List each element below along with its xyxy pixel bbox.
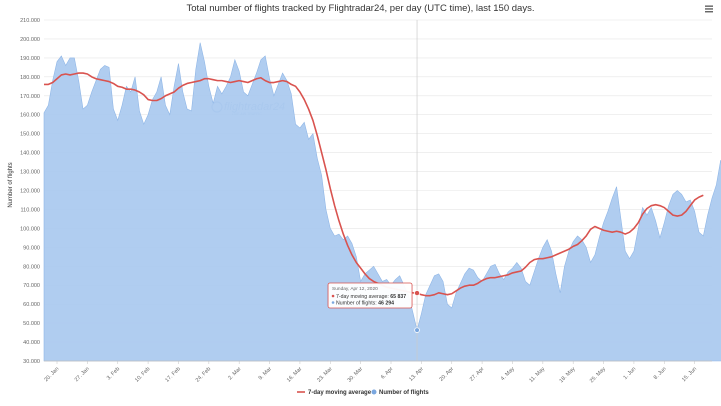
y-tick-label: 130.000 (20, 170, 40, 176)
tooltip: Sunday, Apr 12, 2020 7-day moving average… (327, 282, 413, 309)
legend-dot-swatch (371, 389, 377, 395)
legend: 7-day moving average Number of flights (297, 389, 430, 397)
x-tick-label: 6. Apr (380, 366, 395, 381)
x-tick-label: 25. May (589, 366, 607, 384)
chart-title: Total number of flights tracked by Fligh… (186, 3, 535, 14)
y-tick-label: 70.000 (23, 283, 40, 289)
y-tick-label: 100.000 (20, 226, 40, 232)
legend-item-moving-average[interactable]: 7-day moving average (297, 390, 372, 396)
x-axis-ticks: 20. Jan 27. Jan 3. Feb 10. Feb 17. Feb 24. Fe… (43, 361, 698, 384)
y-tick-label: 30.000 (23, 359, 40, 365)
y-tick-label: 60.000 (23, 302, 40, 308)
y-tick-label: 120.000 (20, 189, 40, 195)
y-tick-label: 40.000 (23, 340, 40, 346)
x-tick-label: 20. Apr (439, 366, 456, 383)
tooltip-average: 7-day moving average: 65 837 (336, 294, 406, 300)
y-axis-title: Number of flights (8, 162, 14, 207)
y-tick-label: 140.000 (20, 151, 40, 157)
x-tick-label: 4. May (500, 366, 516, 382)
tooltip-box (327, 282, 413, 309)
x-tick-label: 10. Feb (134, 366, 151, 383)
hamburger-menu-icon[interactable] (704, 4, 714, 14)
x-tick-label: 17. Feb (164, 366, 181, 383)
x-tick-label: 20. Jan (43, 366, 60, 383)
y-tick-label: 110.000 (21, 207, 40, 213)
x-tick-label: 3. Feb (106, 366, 121, 381)
y-tick-label: 200.000 (20, 37, 40, 43)
x-tick-label: 8. Jun (653, 366, 668, 381)
x-tick-label: 23. Mar (316, 366, 334, 384)
legend-label-moving-average: 7-day moving average (308, 390, 372, 396)
flights-area-series[interactable] (43, 42, 721, 362)
hover-point-average[interactable] (414, 290, 421, 297)
tooltip-flights-marker (331, 301, 335, 304)
x-tick-label: 13. Apr (408, 366, 425, 383)
legend-label-flights: Number of flights (379, 390, 429, 396)
x-tick-label: 1. Jun (622, 366, 637, 381)
y-tick-label: 160.000 (20, 113, 40, 119)
plot-area: flightradar24LIVE AIR TRAFFIC (43, 20, 721, 362)
legend-item-flights[interactable]: Number of flights (371, 389, 430, 397)
y-tick-label: 150.000 (20, 132, 40, 138)
y-tick-label: 90.000 (23, 245, 40, 251)
x-tick-label: 9. Mar (258, 366, 273, 381)
y-tick-label: 50.000 (23, 321, 40, 327)
y-tick-label: 80.000 (23, 264, 40, 270)
y-tick-label: 180.000 (20, 75, 40, 81)
y-tick-label: 190.000 (20, 56, 40, 62)
x-tick-label: 2. Mar (227, 366, 242, 381)
x-tick-label: 11. May (528, 366, 546, 384)
x-tick-label: 18. May (559, 366, 577, 384)
x-tick-label: 27. Apr (469, 366, 486, 383)
y-axis-ticks: 30.000 40.000 50.000 60.000 70.000 80.000 90.0… (20, 18, 40, 365)
x-tick-label: 27. Jan (74, 366, 91, 383)
x-tick-label: 16. Mar (286, 366, 304, 384)
tooltip-flights: Number of flights: 46 294 (336, 300, 394, 306)
hover-point-flights[interactable] (414, 327, 420, 333)
tooltip-average-marker (331, 294, 335, 298)
moving-average-line[interactable] (44, 72, 704, 297)
x-tick-label: 24. Feb (195, 366, 212, 383)
x-tick-label: 15. Jun (681, 366, 698, 383)
y-tick-label: 210.000 (20, 18, 40, 24)
x-tick-label: 30. Mar (347, 366, 365, 384)
tooltip-date: Sunday, Apr 12, 2020 (332, 286, 378, 292)
y-tick-label: 170.000 (20, 94, 40, 100)
